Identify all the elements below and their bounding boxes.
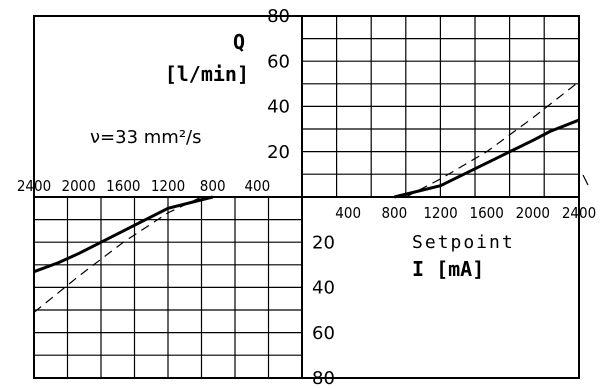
curves-layer xyxy=(33,81,589,313)
y-tick-label-lower: 20 xyxy=(312,232,335,253)
y-tick-label-upper: 60 xyxy=(267,51,290,72)
viscosity-label: ν=33 mm²/s xyxy=(90,127,202,148)
y-tick-label-lower: 60 xyxy=(312,323,335,344)
axes-layer xyxy=(34,16,579,378)
edge-mark xyxy=(582,174,589,186)
x-axis-label: Setpoint xyxy=(412,232,515,253)
upper-series-solid-line xyxy=(393,118,580,199)
lower-series-solid-line xyxy=(33,195,214,274)
y-axis-unit: [l/min] xyxy=(165,62,249,86)
upper-series-dashed-line xyxy=(405,81,580,198)
x-tick-label-upper: 800 xyxy=(381,204,407,222)
x-tick-label-lower: 2400 xyxy=(17,177,51,195)
y-tick-label-upper: 80 xyxy=(267,6,290,27)
y-axis-symbol: Q xyxy=(233,30,245,54)
x-tick-label-lower: 1600 xyxy=(106,177,140,195)
x-tick-label-lower: 400 xyxy=(244,177,270,195)
x-tick-label-upper: 400 xyxy=(335,204,361,222)
y-tick-label-upper: 20 xyxy=(267,142,290,163)
x-tick-label-upper: 1600 xyxy=(469,204,503,222)
x-tick-label-upper: 2000 xyxy=(516,204,550,222)
ticks-layer: 400 800 1200 1600 2000 2400 2400 2000 1600 1200 80… xyxy=(17,6,596,389)
y-tick-label-lower: 40 xyxy=(312,278,335,299)
x-tick-label-upper: 2400 xyxy=(562,204,596,222)
x-tick-label-lower: 2000 xyxy=(61,177,95,195)
lower-series-dashed-line xyxy=(33,196,202,313)
y-tick-label-upper: 40 xyxy=(267,97,290,118)
x-tick-label-lower: 1200 xyxy=(151,177,185,195)
x-tick-label-upper: 1200 xyxy=(423,204,457,222)
y-tick-label-lower: 80 xyxy=(312,368,335,389)
x-tick-label-lower: 800 xyxy=(200,177,226,195)
x-axis-symbol: I [mA] xyxy=(412,257,484,281)
